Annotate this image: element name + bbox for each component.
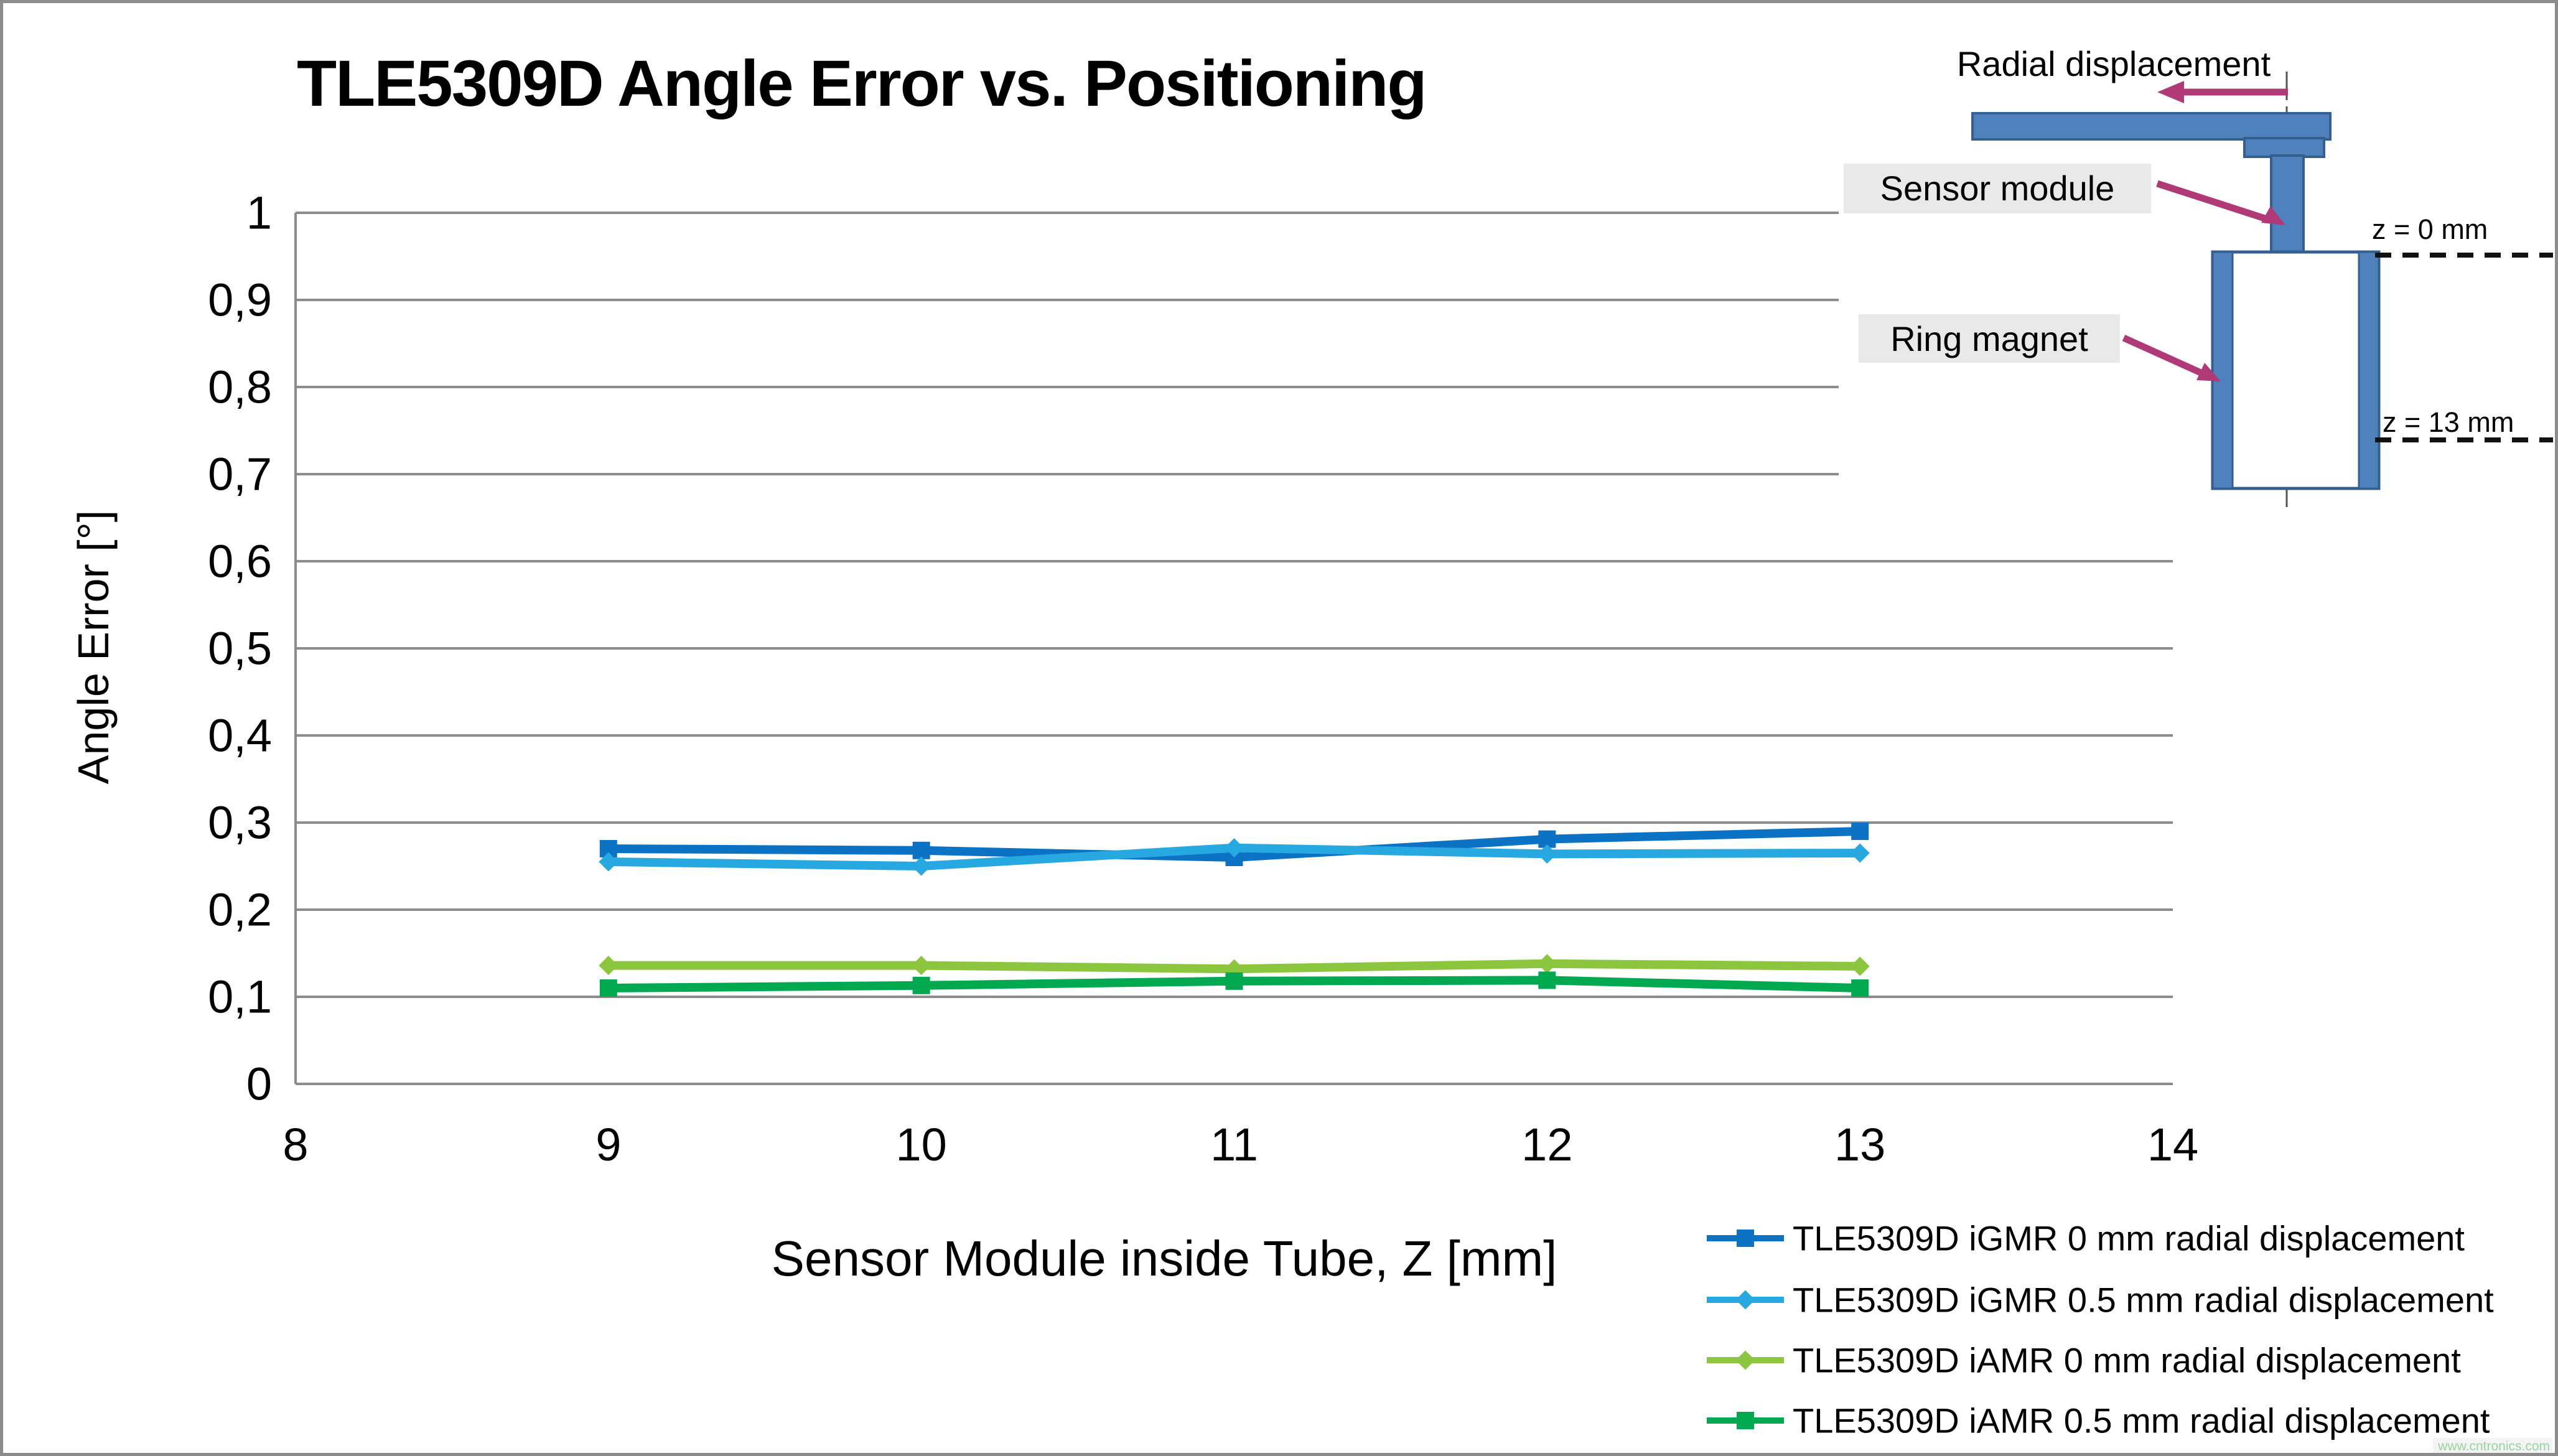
y-tick-label: 0,8 [208,361,272,413]
y-tick-label: 0,7 [208,448,272,500]
radial-displacement-arrow-head [2157,81,2184,103]
x-tick-label: 8 [282,1119,309,1170]
data-point-square [1538,971,1556,989]
x-tick-label: 12 [1521,1119,1573,1170]
sensor-module-arrow-head [2261,206,2285,225]
ring-magnet-outline [2211,250,2381,490]
data-point-diamond [1850,843,1870,863]
chart-title: TLE5309D Angle Error vs. Positioning [297,47,1427,120]
line-chart-plot-area [294,212,2173,1085]
z0-label: z = 0 mm [2372,213,2488,245]
ring-magnet-left-wall [2211,251,2234,490]
y-tick-label: 0,2 [208,884,272,936]
x-tick-label: 10 [895,1119,947,1170]
legend-label: TLE5309D iGMR 0 mm radial displacement [1793,1218,2465,1258]
diagram-sensor-stem [2270,154,2305,254]
y-tick-label: 0,4 [208,709,272,762]
x-tick-label: 11 [1210,1119,1258,1170]
y-tick-label: 1 [246,187,272,239]
y-tick-label: 0,6 [208,535,272,587]
data-point-diamond [1224,838,1244,858]
data-point-square [1851,823,1869,840]
data-point-square [912,976,930,994]
x-tick-label: 9 [595,1119,622,1170]
ring-magnet-arrow-line [2122,334,2203,376]
x-tick-label: 14 [2147,1119,2199,1170]
legend-marker-square [1737,1230,1754,1247]
y-tick-label: 0 [246,1058,272,1110]
data-point-diamond [1537,954,1557,974]
diagram-arm-bar [1971,112,2332,141]
data-point-square [1851,979,1869,997]
radial-displacement-label: Radial displacement [1956,44,2271,83]
legend-marker-square [1737,1412,1754,1429]
y-tick-label: 0,9 [208,274,272,326]
ring-magnet-arrow-head [2196,363,2221,381]
data-point-square [599,979,617,997]
data-point-square [1225,972,1243,990]
sensor-diagram [1971,72,2553,508]
x-axis-title: Sensor Module inside Tube, Z [mm] [771,1231,1557,1286]
data-point-diamond [1850,956,1870,976]
legend-label: TLE5309D iAMR 0 mm radial displacement [1793,1340,2461,1380]
sensor-module-arrow-line [2156,180,2268,223]
y-tick-label: 0,5 [208,622,272,674]
sensor-module-label: Sensor module [1844,164,2151,213]
y-tick-label: 0,1 [208,971,272,1023]
x-tick-label: 13 [1834,1119,1886,1170]
ring-magnet-label: Ring magnet [1859,314,2120,363]
data-point-square [912,841,930,859]
diagram-connector-block [2243,137,2325,158]
y-tick-label: 0,3 [208,796,272,849]
ring-magnet-right-wall [2358,251,2380,490]
legend-label: TLE5309D iGMR 0.5 mm radial displacement [1793,1280,2494,1320]
data-point-diamond [912,856,931,876]
z13-label: z = 13 mm [2383,406,2514,438]
watermark: www.cntronics.com [2433,1438,2552,1453]
data-point-diamond [912,956,931,976]
data-point-diamond [1537,844,1557,864]
legend-label: TLE5309D iAMR 0.5 mm radial displacement [1793,1401,2490,1440]
